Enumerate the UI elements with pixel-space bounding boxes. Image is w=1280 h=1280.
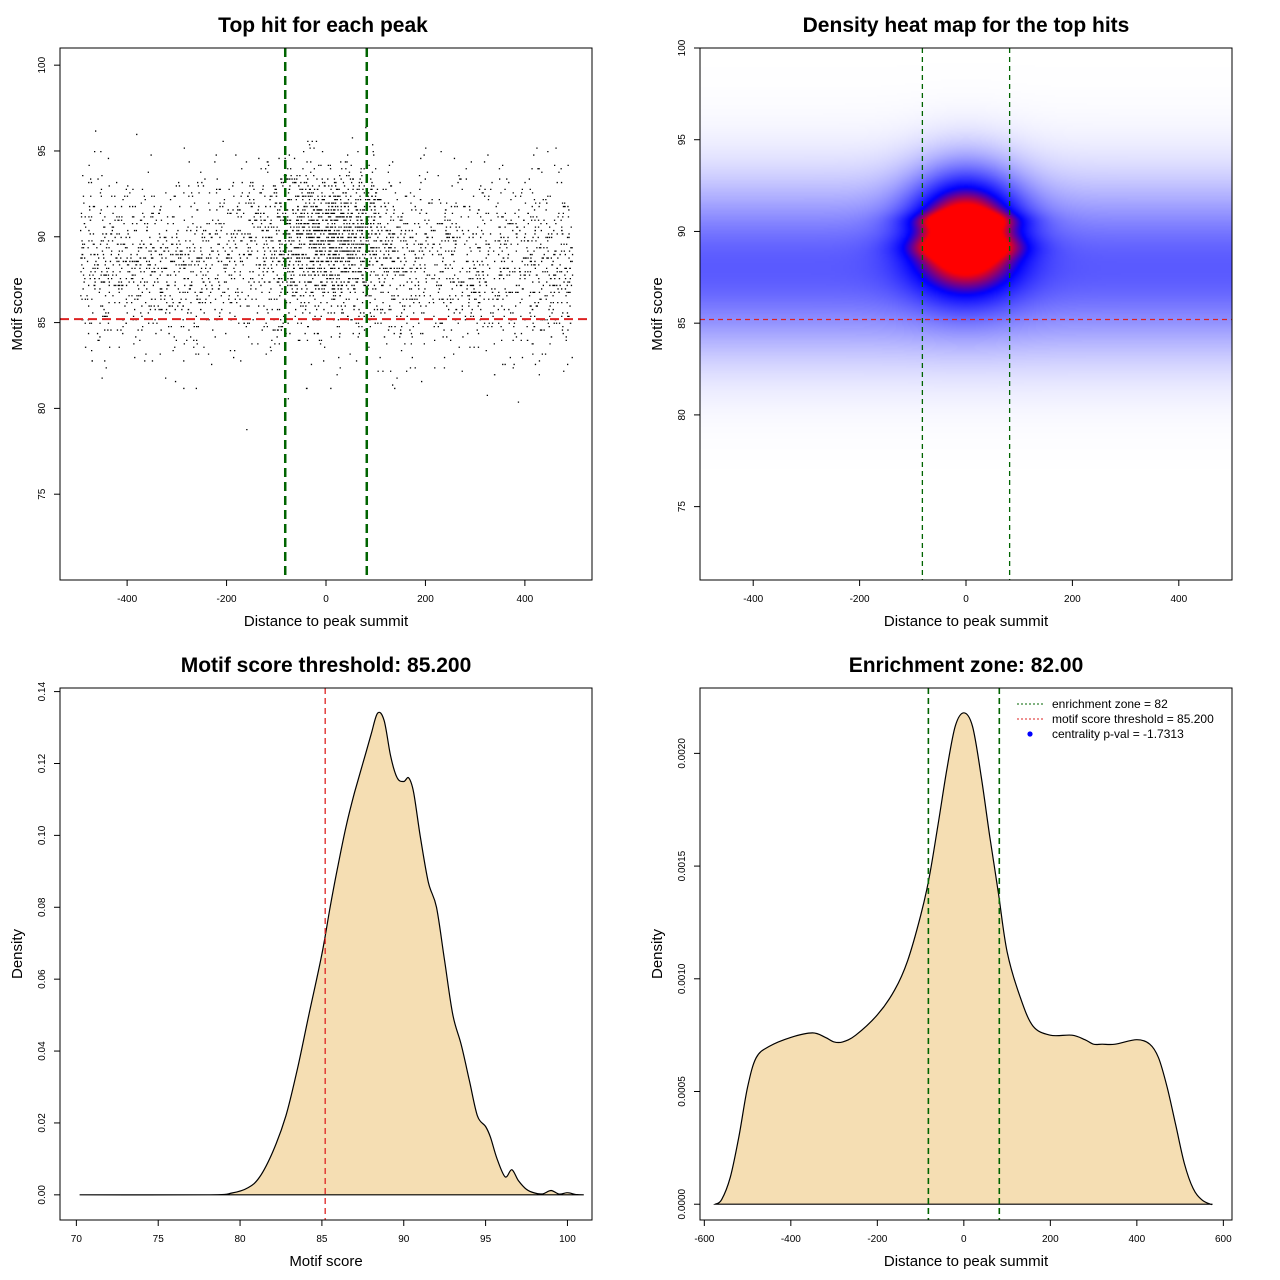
x-tick-label: 75 xyxy=(153,1234,165,1245)
scatter-plot-frame xyxy=(59,47,593,581)
x-tick-label: 600 xyxy=(1215,1234,1232,1245)
distance-density-x-label: Distance to peak summit xyxy=(884,1253,1049,1270)
x-tick-label: -400 xyxy=(781,1234,801,1245)
x-tick-label: 100 xyxy=(559,1234,576,1245)
y-tick-label: 0.0010 xyxy=(677,963,688,994)
scatter-title: Top hit for each peak xyxy=(218,14,428,37)
panel-scatter: Top hit for each peak -400 -200 0 200 40… xyxy=(9,14,593,630)
x-tick-label: 400 xyxy=(517,594,534,605)
y-tick-label: 100 xyxy=(677,39,688,56)
x-tick-label: 200 xyxy=(1064,594,1081,605)
distance-density-x-axis: -600 -400 -200 0 200 400 600 xyxy=(694,1219,1232,1245)
legend: enrichment zone = 82 motif score thresho… xyxy=(1017,697,1214,741)
heatmap-y-label: Motif score xyxy=(649,277,666,350)
x-tick-label: -200 xyxy=(850,594,870,605)
y-tick-label: 0.0020 xyxy=(677,738,688,769)
score-density-y-axis: 0.00 0.02 0.04 0.06 0.08 0.10 0.12 0.14 xyxy=(37,681,61,1205)
score-density-y-label: Density xyxy=(9,928,26,979)
x-tick-label: 200 xyxy=(417,594,434,605)
panel-distance-density: Enrichment zone: 82.00 -600 -400 -200 0 … xyxy=(649,654,1233,1270)
y-tick-label: 80 xyxy=(677,409,688,421)
heatmap-y-axis: 75 80 85 90 95 100 xyxy=(677,39,701,513)
y-tick-label: 0.00 xyxy=(37,1185,48,1205)
y-tick-label: 95 xyxy=(677,134,688,146)
legend-centrality-label: centrality p-val = -1.7313 xyxy=(1052,727,1184,741)
score-density-area xyxy=(79,711,584,1196)
x-tick-label: -400 xyxy=(117,594,137,605)
panel-score-density: Motif score threshold: 85.200 70 75 80 8… xyxy=(9,654,593,1270)
y-tick-label: 90 xyxy=(37,231,48,243)
y-tick-label: 0.10 xyxy=(37,825,48,845)
density-heatmap-image xyxy=(700,48,1232,580)
x-tick-label: 0 xyxy=(961,1234,967,1245)
y-tick-label: 90 xyxy=(677,225,688,237)
y-tick-label: 0.0005 xyxy=(677,1076,688,1107)
y-tick-label: 100 xyxy=(37,56,48,73)
y-tick-label: 85 xyxy=(37,317,48,329)
scatter-point-cloud xyxy=(80,126,574,431)
legend-centrality-point xyxy=(1027,731,1033,737)
scatter-points xyxy=(80,126,574,431)
y-tick-label: 0.02 xyxy=(37,1113,48,1133)
y-tick-label: 0.14 xyxy=(37,681,48,701)
scatter-x-axis: -400 -200 0 200 400 xyxy=(117,579,534,605)
scatter-y-label: Motif score xyxy=(9,277,26,350)
distance-density-y-axis: 0.0000 0.0005 0.0010 0.0015 0.0020 xyxy=(677,738,701,1220)
y-tick-label: 0.12 xyxy=(37,753,48,773)
distance-density-area xyxy=(713,712,1213,1206)
x-tick-label: 95 xyxy=(480,1234,492,1245)
x-tick-label: -600 xyxy=(694,1234,714,1245)
y-tick-label: 80 xyxy=(37,402,48,414)
y-tick-label: 0.0015 xyxy=(677,850,688,881)
y-tick-label: 0.08 xyxy=(37,897,48,917)
x-tick-label: 85 xyxy=(316,1234,328,1245)
x-tick-label: 70 xyxy=(71,1234,83,1245)
y-tick-label: 0.0000 xyxy=(677,1188,688,1219)
scatter-x-label: Distance to peak summit xyxy=(244,613,409,630)
y-tick-label: 85 xyxy=(677,317,688,329)
distance-density-title: Enrichment zone: 82.00 xyxy=(849,654,1084,677)
x-tick-label: 90 xyxy=(398,1234,410,1245)
x-tick-label: 0 xyxy=(323,594,329,605)
x-tick-label: 200 xyxy=(1042,1234,1059,1245)
legend-enrichment-zone-label: enrichment zone = 82 xyxy=(1052,697,1168,711)
y-tick-label: 95 xyxy=(37,145,48,157)
heatmap-x-label: Distance to peak summit xyxy=(884,613,1049,630)
panel-heatmap: Density heat map for the top hits -400 -… xyxy=(649,14,1233,630)
x-tick-label: 400 xyxy=(1170,594,1187,605)
x-tick-label: -400 xyxy=(743,594,763,605)
legend-threshold-label: motif score threshold = 85.200 xyxy=(1052,712,1214,726)
score-density-x-label: Motif score xyxy=(289,1253,362,1270)
x-tick-label: 0 xyxy=(963,594,969,605)
x-tick-label: -200 xyxy=(217,594,237,605)
score-density-x-axis: 70 75 80 85 90 95 100 xyxy=(71,1219,576,1245)
y-tick-label: 0.06 xyxy=(37,969,48,989)
scatter-y-axis: 75 80 85 90 95 100 xyxy=(37,56,61,500)
distance-density-y-label: Density xyxy=(649,928,666,979)
score-density-title: Motif score threshold: 85.200 xyxy=(181,654,472,677)
heatmap-title: Density heat map for the top hits xyxy=(803,14,1130,37)
y-tick-label: 75 xyxy=(677,501,688,513)
x-tick-label: 400 xyxy=(1129,1234,1146,1245)
x-tick-label: -200 xyxy=(867,1234,887,1245)
heatmap-x-axis: -400 -200 0 200 400 xyxy=(743,579,1188,605)
y-tick-label: 75 xyxy=(37,488,48,500)
y-tick-label: 0.04 xyxy=(37,1041,48,1061)
x-tick-label: 80 xyxy=(234,1234,246,1245)
